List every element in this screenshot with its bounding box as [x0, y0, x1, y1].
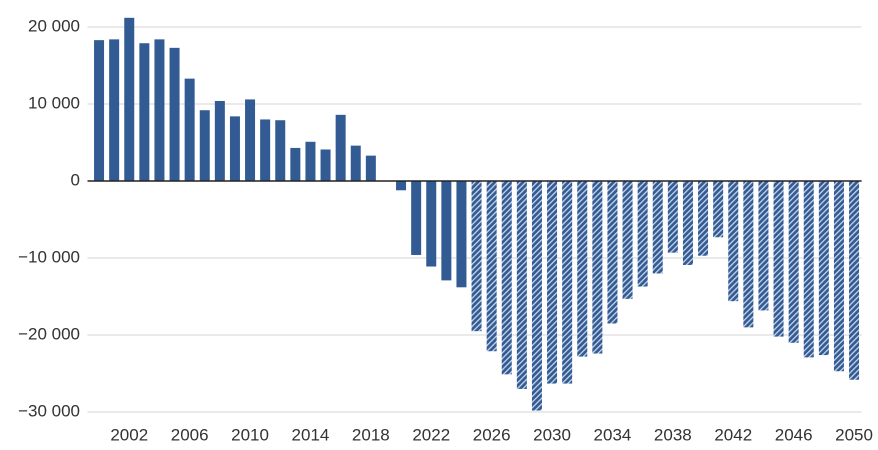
x-tick-label: 2034: [594, 425, 632, 444]
bar: [109, 39, 120, 182]
bar: [486, 181, 497, 352]
y-tick-label: 0: [71, 171, 80, 190]
bar: [758, 181, 769, 311]
bar: [411, 181, 422, 255]
bar: [833, 181, 844, 372]
bar: [622, 181, 633, 299]
bar: [124, 17, 135, 182]
bar: [275, 120, 286, 182]
bar: [728, 181, 739, 302]
bar: [426, 181, 437, 267]
bar: [471, 181, 482, 332]
bar: [743, 181, 754, 328]
bar: [577, 181, 588, 357]
bar: [516, 181, 527, 389]
bar: [396, 181, 407, 191]
bar: [788, 181, 799, 343]
bar: [652, 181, 663, 274]
bar: [305, 141, 316, 182]
bar: [713, 181, 724, 238]
y-tick-label: 20 000: [28, 17, 80, 36]
bar: [290, 147, 301, 182]
x-tick-label: 2030: [533, 425, 571, 444]
bar: [245, 99, 256, 182]
y-tick-label: 10 000: [28, 94, 80, 113]
x-tick-label: 2010: [231, 425, 269, 444]
x-tick-label: 2042: [714, 425, 752, 444]
x-tick-label: 2018: [352, 425, 390, 444]
bar: [94, 40, 105, 182]
bar: [547, 181, 558, 384]
bar: [592, 181, 603, 354]
bar: [260, 119, 271, 182]
x-tick-label: 2006: [171, 425, 209, 444]
bar: [607, 181, 618, 324]
bar: [818, 181, 829, 356]
bar: [365, 155, 376, 182]
y-tick-label: −30 000: [18, 402, 80, 421]
x-tick-label: 2050: [835, 425, 873, 444]
bar: [803, 181, 814, 358]
bar: [501, 181, 512, 375]
bar: [320, 149, 331, 182]
bar: [184, 78, 195, 182]
bar: [531, 181, 542, 411]
x-tick-label: 2026: [473, 425, 511, 444]
bar: [169, 47, 180, 182]
bar: [562, 181, 573, 384]
bar: [154, 39, 165, 182]
y-tick-label: −10 000: [18, 248, 80, 267]
y-tick-label: −20 000: [18, 325, 80, 344]
x-tick-label: 2022: [412, 425, 450, 444]
bar: [667, 181, 678, 253]
bar: [773, 181, 784, 337]
bar: [456, 181, 467, 288]
x-tick-label: 2014: [292, 425, 330, 444]
bar: [350, 145, 361, 182]
bar: [698, 181, 709, 256]
x-tick-label: 2046: [775, 425, 813, 444]
bar: [637, 181, 648, 287]
bar: [214, 100, 225, 182]
bar: [849, 181, 860, 380]
bar: [199, 110, 210, 182]
bar: [335, 114, 346, 182]
bar: [139, 43, 150, 182]
bar: [682, 181, 693, 265]
x-tick-label: 2038: [654, 425, 692, 444]
bar: [441, 181, 452, 281]
x-tick-label: 2002: [110, 425, 148, 444]
bar: [229, 116, 240, 182]
